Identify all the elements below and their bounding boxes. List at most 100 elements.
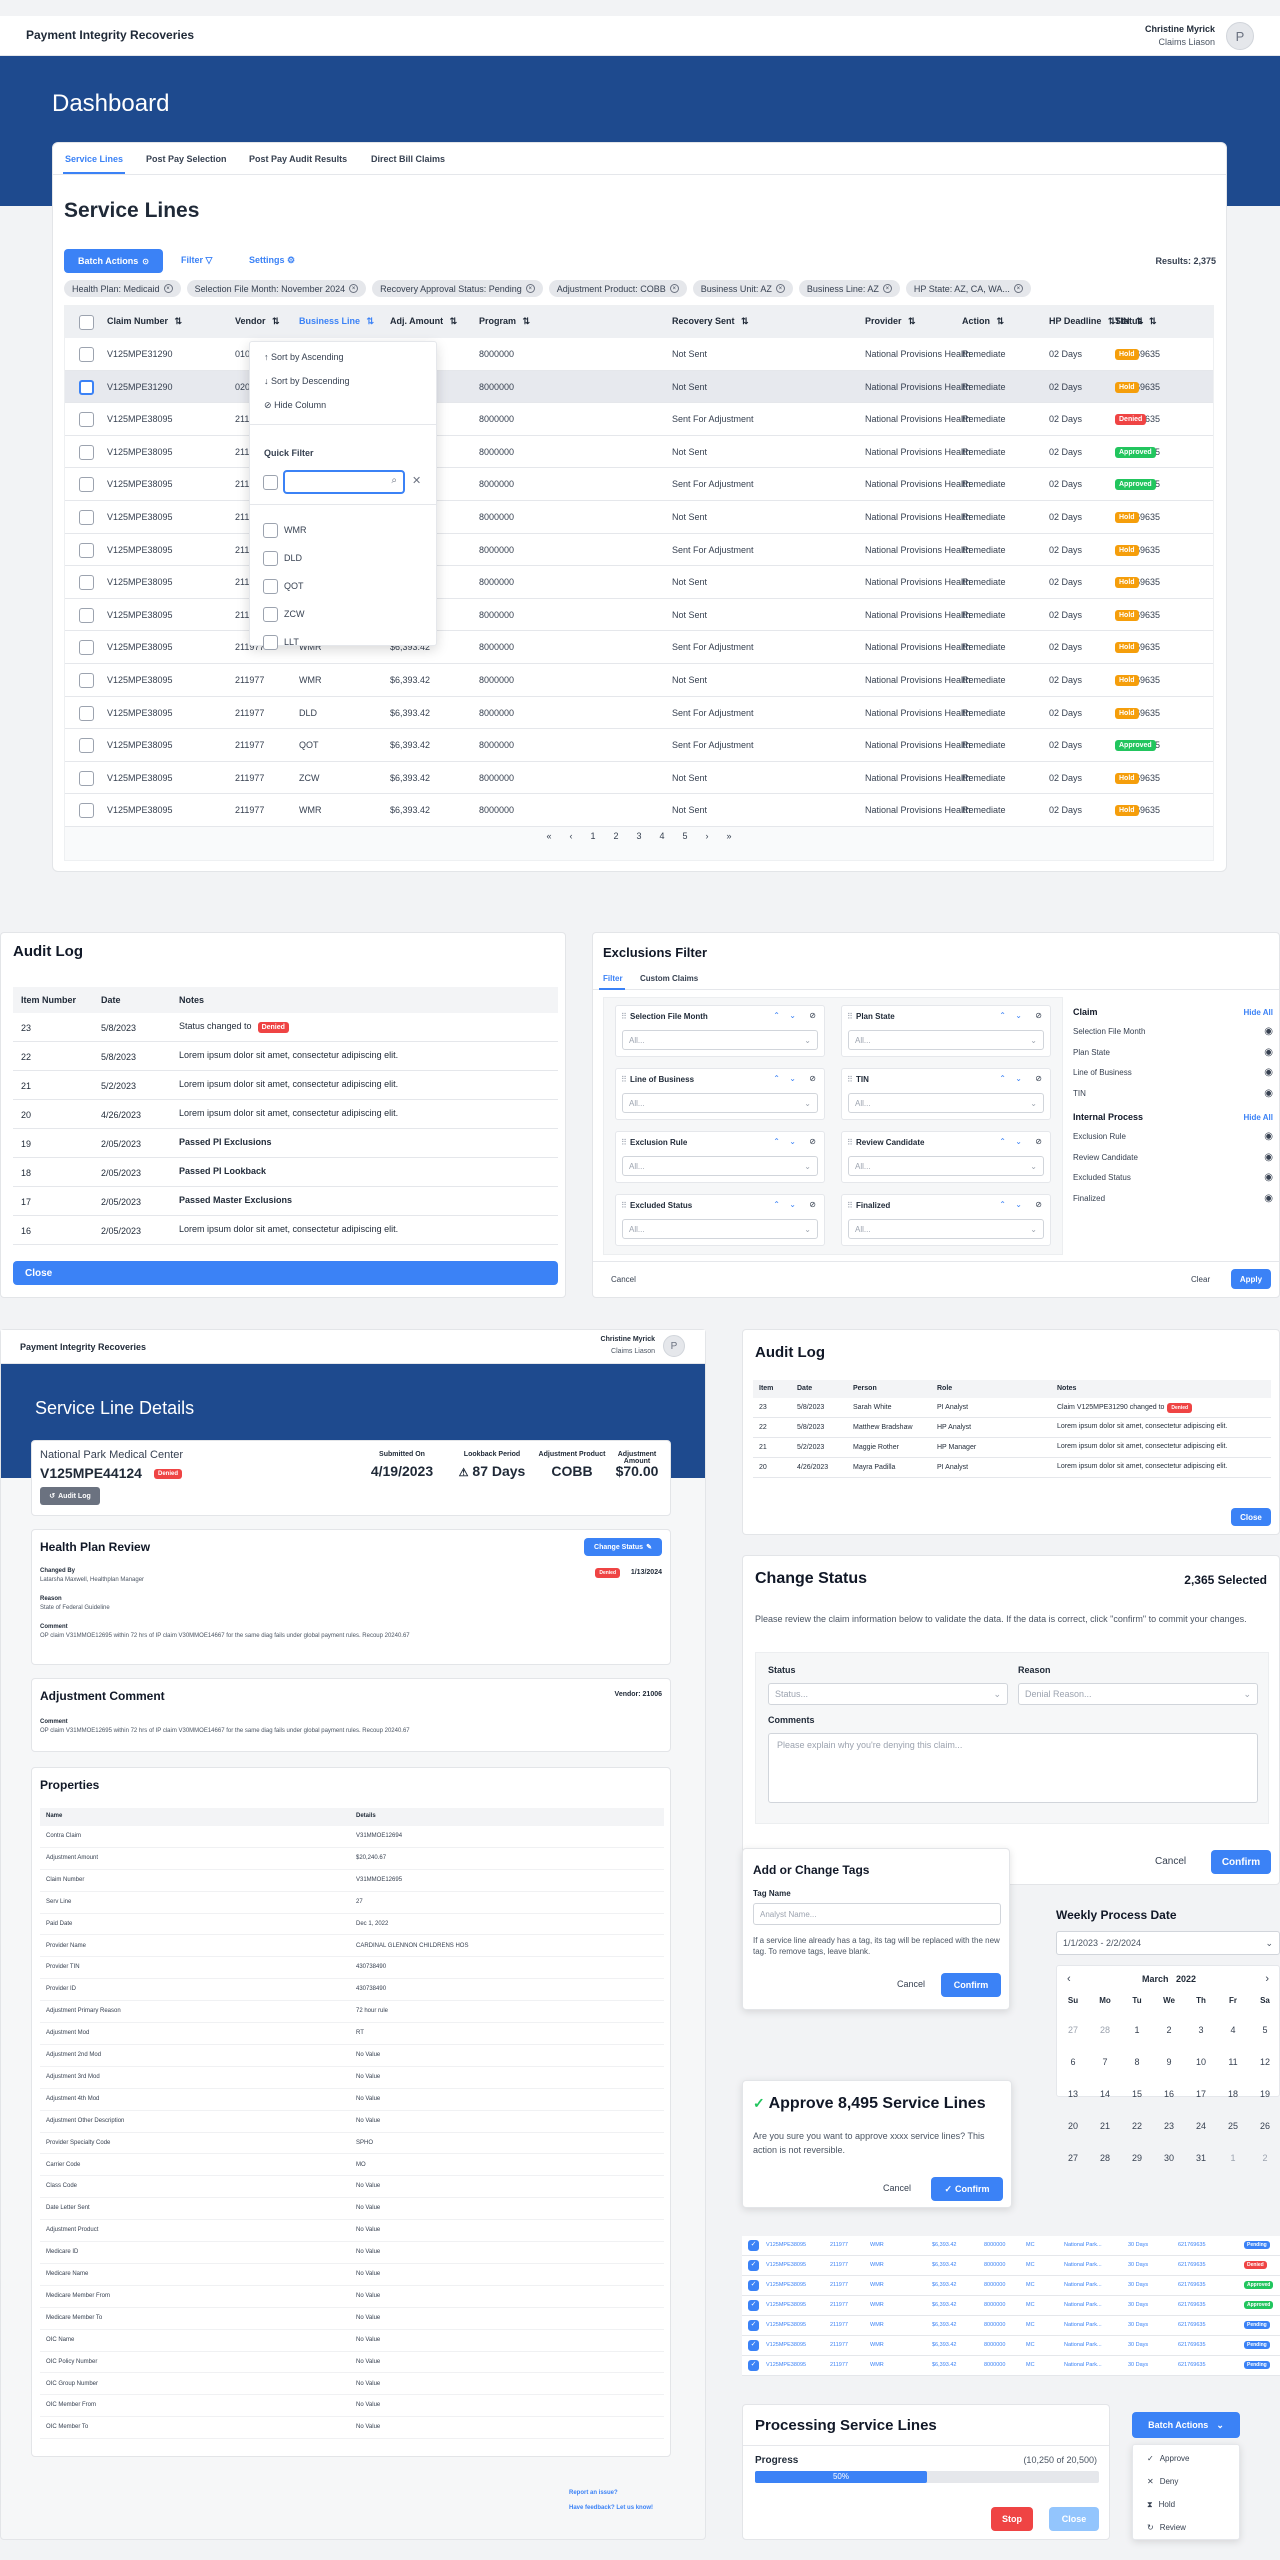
option-checkbox[interactable]: [263, 550, 278, 566]
drag-handle-icon[interactable]: ⠿: [621, 1201, 627, 1210]
quick-filter-option[interactable]: WMR: [263, 516, 307, 544]
table-row[interactable]: V125MPE38095 211 8000000 Not Sent National P…: [65, 566, 1213, 599]
sort-icon[interactable]: ⇅: [447, 316, 458, 326]
move-up-icon[interactable]: ⌃: [999, 1074, 1006, 1083]
tags-confirm[interactable]: Confirm: [941, 1973, 1001, 1997]
column-header[interactable]: Claim Number ⇅: [107, 316, 182, 327]
table-row[interactable]: V125MPE38095 211977 WMR $6,393.42 8000000 Not…: [65, 794, 1213, 827]
remove-chip-icon[interactable]: ×: [1013, 284, 1023, 293]
remove-chip-icon[interactable]: ×: [775, 284, 785, 293]
calendar-day[interactable]: 28: [1099, 2153, 1110, 2163]
table-row[interactable]: V125MPE38095 211977 ZCW $6,393.42 8000000 Not…: [65, 761, 1213, 795]
eye-icon[interactable]: ◉: [1264, 1067, 1273, 1078]
report-issue-link[interactable]: Report an issue?: [569, 2490, 618, 2496]
calendar-day[interactable]: 12: [1259, 2057, 1270, 2067]
calendar-day[interactable]: 6: [1070, 2057, 1076, 2067]
calendar-day[interactable]: 22: [1131, 2121, 1142, 2131]
move-down-icon[interactable]: ⌄: [1015, 1137, 1022, 1146]
processing-close-button[interactable]: Close: [1049, 2507, 1099, 2531]
quick-filter-search[interactable]: ⌕: [283, 470, 405, 494]
column-header[interactable]: Business Line ⇅: [299, 316, 374, 327]
details-avatar[interactable]: P: [663, 1335, 685, 1357]
row-checkbox-checked[interactable]: ✓: [748, 2260, 759, 2271]
eye-icon[interactable]: ◉: [1264, 1172, 1273, 1183]
calendar-day[interactable]: 16: [1163, 2089, 1174, 2099]
audit-close-button[interactable]: Close: [13, 1261, 558, 1285]
filter-field-select[interactable]: All... ⌄: [622, 1156, 818, 1176]
row-checkbox[interactable]: [79, 607, 94, 623]
calendar-day[interactable]: 27: [1067, 2025, 1078, 2035]
table-row[interactable]: V125MPE38095 211977 DLD $6,393.42 8000000 Sen…: [65, 696, 1213, 730]
batch-menu-item[interactable]: ↻ Review: [1133, 2516, 1239, 2539]
row-checkbox-checked[interactable]: ✓: [748, 2240, 759, 2251]
calendar-day[interactable]: 24: [1195, 2121, 1206, 2131]
move-down-icon[interactable]: ⌄: [789, 1137, 796, 1146]
sort-icon[interactable]: ⇅: [994, 316, 1005, 326]
row-checkbox[interactable]: [79, 575, 94, 591]
hide-column[interactable]: ⊘ Hide Column: [264, 400, 326, 411]
move-down-icon[interactable]: ⌄: [789, 1074, 796, 1083]
page-link[interactable]: 4: [659, 831, 665, 841]
drag-handle-icon[interactable]: ⠿: [847, 1012, 853, 1021]
selected-line-row[interactable]: ✓ V125MPE38095 211977 WMR $6,393.42 8000000 MC…: [742, 2276, 1280, 2296]
date-range-select[interactable]: 1/1/2023 - 2/2/2024 ⌄: [1056, 1931, 1280, 1955]
avatar[interactable]: P: [1226, 22, 1254, 50]
table-row[interactable]: V125MPE38095 211977 QOT $6,393.42 8000000 Sen…: [65, 729, 1213, 762]
filter-field-select[interactable]: All... ⌄: [622, 1093, 818, 1113]
calendar-day[interactable]: 7: [1102, 2057, 1108, 2067]
column-header[interactable]: TIN ⇅: [1115, 316, 1144, 327]
row-checkbox[interactable]: [79, 673, 94, 688]
calendar-day[interactable]: 23: [1163, 2121, 1174, 2131]
exclusions-clear-button[interactable]: Clear: [1191, 1275, 1211, 1284]
drag-handle-icon[interactable]: ⠿: [847, 1201, 853, 1210]
eye-icon[interactable]: ◉: [1264, 1046, 1273, 1058]
selected-line-row[interactable]: ✓ V125MPE38095 211977 WMR $6,393.42 8000000 MC…: [742, 2316, 1280, 2336]
page-link[interactable]: 3: [636, 831, 642, 841]
remove-chip-icon[interactable]: ×: [669, 284, 679, 293]
table-row[interactable]: V125MPE38095 211 8000000 Not Sent National P…: [65, 501, 1213, 534]
row-checkbox[interactable]: [79, 738, 94, 754]
row-checkbox[interactable]: [79, 542, 94, 558]
sort-icon[interactable]: ⇅: [1133, 316, 1144, 326]
eye-icon[interactable]: ◉: [1264, 1087, 1273, 1099]
page-link[interactable]: 2: [613, 831, 619, 841]
quick-filter-select-all[interactable]: [263, 475, 278, 490]
table-row[interactable]: V125MPE38095 211977 WMR $6,393.42 8000000 Not…: [65, 664, 1213, 697]
row-checkbox-checked[interactable]: ✓: [748, 2300, 759, 2311]
calendar-day[interactable]: 26: [1259, 2121, 1270, 2131]
option-checkbox[interactable]: [263, 634, 278, 650]
drag-handle-icon[interactable]: ⠿: [621, 1012, 627, 1021]
batch-actions-menu-button[interactable]: Batch Actions ⌄: [1132, 2412, 1240, 2438]
tab-custom-claims[interactable]: Custom Claims: [640, 974, 699, 983]
option-checkbox[interactable]: [263, 606, 278, 622]
column-header[interactable]: Status ⇅: [1115, 316, 1157, 327]
table-row[interactable]: V125MPE38095 211 8000000 Sent For Adjustmen…: [65, 533, 1213, 567]
selected-line-row[interactable]: ✓ V125MPE38095 211977 WMR $6,393.42 8000000 MC…: [742, 2256, 1280, 2276]
row-checkbox[interactable]: [79, 770, 94, 786]
quick-filter-option[interactable]: QOT: [263, 572, 307, 600]
filter-field-select[interactable]: All... ⌄: [848, 1030, 1044, 1050]
prev-month-icon[interactable]: ‹: [1067, 1973, 1071, 1985]
eye-off-icon[interactable]: ⊘: [809, 1200, 816, 1209]
move-down-icon[interactable]: ⌄: [789, 1200, 796, 1209]
batch-actions-button[interactable]: Batch Actions ⊙: [64, 249, 163, 273]
remove-chip-icon[interactable]: ×: [525, 284, 535, 293]
table-row[interactable]: V125MPE38095 211 8000000 Sent For Adjustmen…: [65, 468, 1213, 501]
selected-line-row[interactable]: ✓ V125MPE38095 211977 WMR $6,393.42 8000000 MC…: [742, 2236, 1280, 2256]
filter-field-select[interactable]: All... ⌄: [848, 1156, 1044, 1176]
calendar-day[interactable]: 25: [1227, 2121, 1238, 2131]
column-header[interactable]: Recovery Sent ⇅: [672, 316, 749, 327]
exclusions-apply-button[interactable]: Apply: [1231, 1269, 1271, 1289]
feedback-link[interactable]: Have feedback? Let us know!: [569, 2505, 654, 2511]
stop-button[interactable]: Stop: [991, 2507, 1033, 2531]
page-link[interactable]: 1: [590, 831, 596, 841]
tab-post-pay-selection[interactable]: Post Pay Selection: [146, 154, 227, 164]
calendar-day[interactable]: 10: [1195, 2057, 1206, 2067]
claim-hide-all[interactable]: Hide All: [1243, 1008, 1273, 1017]
move-up-icon[interactable]: ⌃: [773, 1074, 780, 1083]
eye-off-icon[interactable]: ⊘: [1035, 1074, 1042, 1083]
approve-cancel[interactable]: Cancel: [883, 2183, 912, 2193]
table-row[interactable]: V125MPE38095 211 8000000 Sent For Adjustmen…: [65, 403, 1213, 436]
filter-field-select[interactable]: All... ⌄: [848, 1093, 1044, 1113]
select-all-checkbox[interactable]: [79, 315, 94, 330]
